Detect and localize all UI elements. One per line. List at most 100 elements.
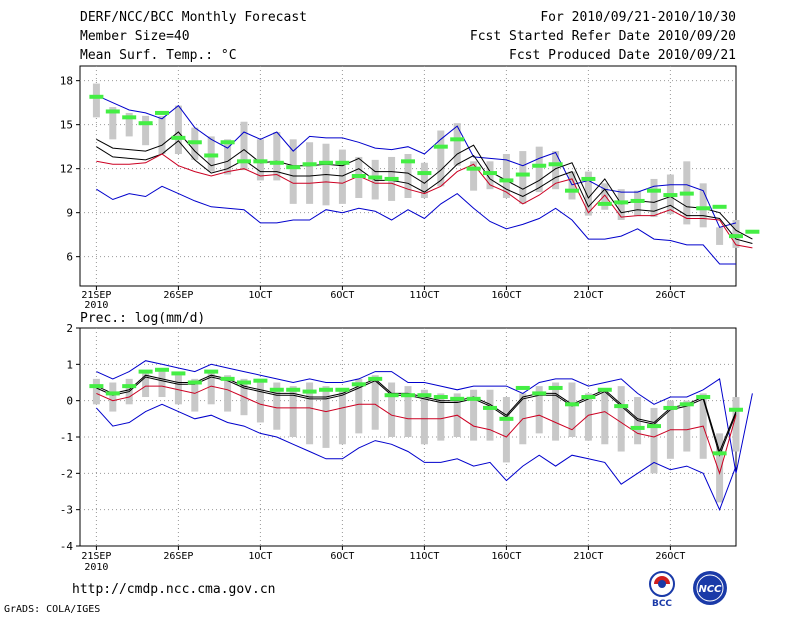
median-marker	[581, 176, 596, 181]
series-line-upper	[96, 94, 737, 228]
spread-box	[420, 389, 428, 445]
median-marker	[171, 371, 186, 376]
median-marker	[565, 402, 579, 407]
spread-box	[617, 189, 625, 220]
spread-box	[142, 115, 150, 146]
spread-box	[535, 146, 543, 193]
spread-box	[470, 161, 478, 191]
spread-box	[683, 400, 691, 452]
median-marker	[696, 206, 711, 211]
spread-box	[404, 386, 412, 437]
footer-url[interactable]: http://cmdp.ncc.cma.gov.cn	[72, 582, 276, 597]
median-marker	[302, 162, 317, 167]
spread-box	[92, 83, 100, 118]
median-marker	[155, 110, 169, 115]
spread-box	[273, 132, 281, 181]
spread-box	[125, 112, 133, 137]
chart-title: DERF/NCC/BCC Monthly Forecast	[80, 10, 307, 25]
median-marker	[269, 387, 284, 392]
spread-box	[552, 151, 560, 190]
spread-box	[158, 371, 166, 398]
x-tick-label: 6OCT	[330, 551, 354, 562]
median-marker	[450, 137, 465, 142]
spread-box	[174, 105, 182, 154]
spread-box	[584, 393, 592, 441]
median-marker	[302, 389, 317, 394]
median-marker	[384, 393, 399, 398]
x-tick-label: 1OCT	[248, 551, 272, 562]
series-line-mean_plus	[96, 374, 737, 453]
series-line-mean	[96, 376, 737, 457]
x-tick-label: 21SEP	[81, 551, 111, 562]
x-tick-label: 21OCT	[573, 551, 603, 562]
svg-text:NCC: NCC	[698, 584, 722, 595]
y-tick-label: 6	[66, 251, 73, 264]
spread-box	[699, 183, 707, 228]
median-marker	[532, 163, 547, 168]
median-marker	[138, 369, 153, 374]
median-marker	[532, 391, 547, 396]
spread-box	[568, 382, 576, 437]
spread-box	[306, 142, 314, 204]
x-tick-label: 26OCT	[655, 551, 685, 562]
series-line-low_extreme	[96, 185, 736, 265]
median-marker	[712, 204, 727, 209]
precip-title: Prec.: log(mm/d)	[80, 311, 205, 326]
y-tick-label: 0	[66, 395, 73, 408]
median-marker	[122, 384, 137, 389]
median-marker	[138, 121, 153, 126]
median-marker	[729, 234, 743, 239]
median-marker	[122, 115, 137, 120]
median-marker	[712, 451, 727, 456]
median-marker	[155, 367, 169, 372]
median-marker	[499, 416, 514, 421]
median-marker	[417, 393, 432, 398]
median-marker	[433, 144, 448, 149]
y-tick-label: 1	[66, 358, 73, 371]
spread-box	[650, 407, 658, 474]
x-tick-label: 11OCT	[409, 551, 439, 562]
median-marker	[401, 393, 415, 398]
spread-box	[338, 149, 346, 204]
spread-box	[420, 162, 428, 198]
spread-box	[502, 154, 510, 198]
spread-box	[338, 389, 346, 445]
median-marker	[417, 171, 432, 176]
spread-box	[371, 159, 379, 200]
median-marker	[597, 387, 612, 392]
x-tick-label: 26SEP	[163, 551, 193, 562]
median-marker	[89, 94, 104, 99]
median-marker	[466, 166, 481, 171]
spread-box	[109, 107, 117, 140]
y-tick-label: -1	[60, 431, 73, 444]
spread-box	[584, 171, 592, 216]
spread-box	[552, 382, 560, 441]
y-tick-label: 18	[60, 75, 73, 88]
spread-box	[388, 382, 396, 437]
median-marker	[515, 385, 530, 390]
spread-box	[650, 178, 658, 218]
spread-box	[289, 139, 297, 204]
spread-box	[92, 378, 100, 405]
series-line-lower	[96, 153, 753, 249]
median-marker	[237, 159, 251, 164]
precip-panel: 21SEP 26SEP 1OCT 6OCT 11OCT 16OCT 21OCT 26OCT20…	[60, 322, 753, 573]
spread-box	[716, 433, 724, 503]
median-marker	[679, 191, 694, 196]
median-marker	[630, 198, 645, 203]
x-tick-label: 11OCT	[409, 290, 439, 301]
produced-date: Fcst Produced Date 2010/09/21	[509, 48, 736, 63]
spread-box	[486, 161, 494, 190]
spread-box	[732, 397, 740, 452]
spread-box	[224, 375, 232, 412]
spread-box	[470, 389, 478, 441]
median-marker	[614, 404, 629, 409]
median-marker	[351, 382, 366, 387]
median-marker	[548, 162, 563, 167]
median-marker	[466, 396, 481, 401]
y-tick-label: -3	[60, 504, 73, 517]
spread-box	[601, 389, 609, 445]
median-marker	[286, 387, 301, 392]
year-label: 2010	[84, 562, 108, 573]
